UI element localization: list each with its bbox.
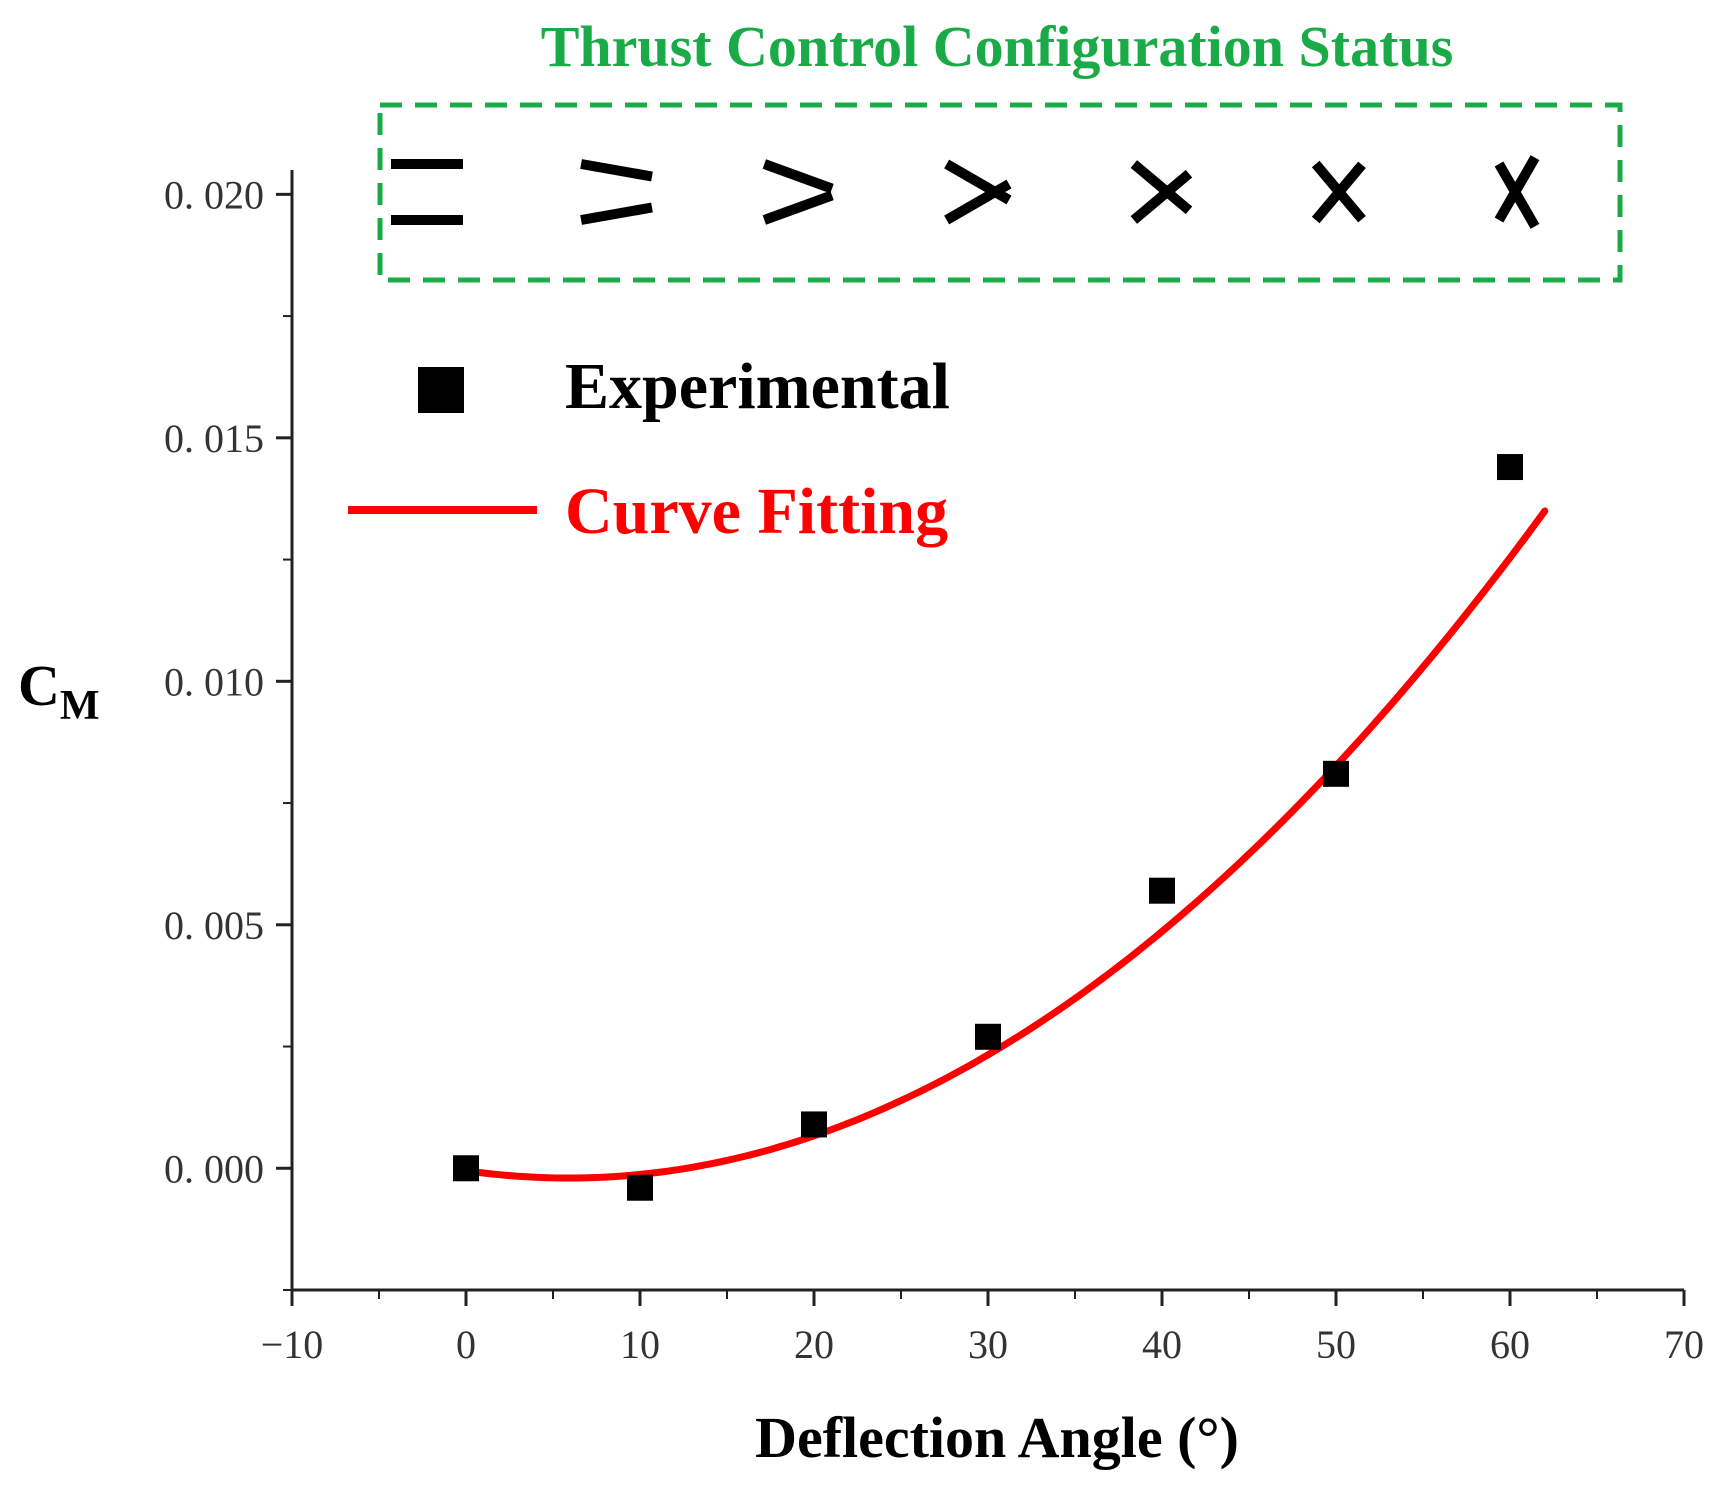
y-tick-label-3: 0. 015 bbox=[164, 416, 264, 461]
legend: Experimental Curve Fitting bbox=[348, 350, 950, 548]
experimental-point-5 bbox=[1323, 760, 1349, 787]
y-tick-label-2: 0. 010 bbox=[164, 659, 264, 704]
deflection-50-icon-lower-plate bbox=[1311, 161, 1366, 224]
x-tick-label-6: 50 bbox=[1316, 1322, 1356, 1367]
deflection-20-icon-upper-plate bbox=[762, 159, 834, 194]
deflection-30-icon bbox=[944, 159, 1012, 225]
experimental-point-4 bbox=[1149, 877, 1175, 904]
deflection-40-icon bbox=[1130, 160, 1193, 224]
x-tick-label-8: 70 bbox=[1664, 1322, 1704, 1367]
x-tick-label-2: 10 bbox=[620, 1322, 660, 1367]
experimental-point-3 bbox=[975, 1023, 1001, 1050]
experimental-point-2 bbox=[801, 1111, 827, 1138]
x-tick-label-0: −10 bbox=[261, 1322, 324, 1367]
y-tick-label-1: 0. 005 bbox=[164, 903, 264, 948]
experimental-point-0 bbox=[453, 1155, 479, 1182]
deflection-60-icon-lower-plate bbox=[1494, 155, 1540, 223]
deflection-30-icon-lower-plate bbox=[944, 179, 1012, 225]
y-axis-title: CM bbox=[18, 653, 100, 729]
deflection-10-icon-lower-plate bbox=[580, 202, 653, 225]
deflection-0-icon bbox=[391, 159, 463, 225]
x-tick-label-5: 40 bbox=[1142, 1322, 1182, 1367]
deflection-40-icon-lower-plate bbox=[1130, 169, 1193, 224]
deflection-60-icon bbox=[1494, 155, 1540, 229]
deflection-20-icon bbox=[762, 159, 834, 225]
legend-experimental-label: Experimental bbox=[565, 350, 950, 423]
deflection-10-icon bbox=[580, 159, 653, 225]
deflection-20-icon-lower-plate bbox=[762, 190, 834, 225]
experimental-point-6 bbox=[1497, 454, 1523, 481]
y-tick-label-0: 0. 000 bbox=[164, 1146, 264, 1191]
experimental-point-1 bbox=[627, 1174, 653, 1201]
deflection-10-icon-upper-plate bbox=[580, 159, 653, 182]
deflection-50-icon bbox=[1311, 160, 1366, 224]
x-tick-label-3: 20 bbox=[794, 1322, 834, 1367]
y-tick-label-4: 0. 020 bbox=[164, 172, 264, 217]
x-tick-label-1: 0 bbox=[456, 1322, 476, 1367]
experimental-markers bbox=[453, 454, 1523, 1201]
y-ticks: 0. 000 0. 005 0. 010 0. 015 0. 020 bbox=[164, 172, 292, 1291]
fit-curve-line bbox=[462, 507, 1549, 1182]
chart-title: Thrust Control Configuration Status bbox=[541, 14, 1454, 79]
y-axis-title-main: C bbox=[18, 653, 60, 718]
legend-fit-label: Curve Fitting bbox=[565, 475, 948, 548]
deflection-40-icon-upper-plate bbox=[1130, 160, 1193, 215]
y-axis-title-subscript: M bbox=[60, 683, 100, 729]
configuration-status-box bbox=[377, 102, 1623, 283]
x-axis-title: Deflection Angle (°) bbox=[755, 1405, 1239, 1470]
legend-experimental-marker bbox=[418, 367, 464, 413]
x-tick-label-7: 60 bbox=[1490, 1322, 1530, 1367]
x-ticks: −10 0 10 20 30 40 50 60 70 bbox=[261, 1290, 1704, 1367]
configuration-icons bbox=[391, 155, 1540, 229]
x-tick-label-4: 30 bbox=[968, 1322, 1008, 1367]
